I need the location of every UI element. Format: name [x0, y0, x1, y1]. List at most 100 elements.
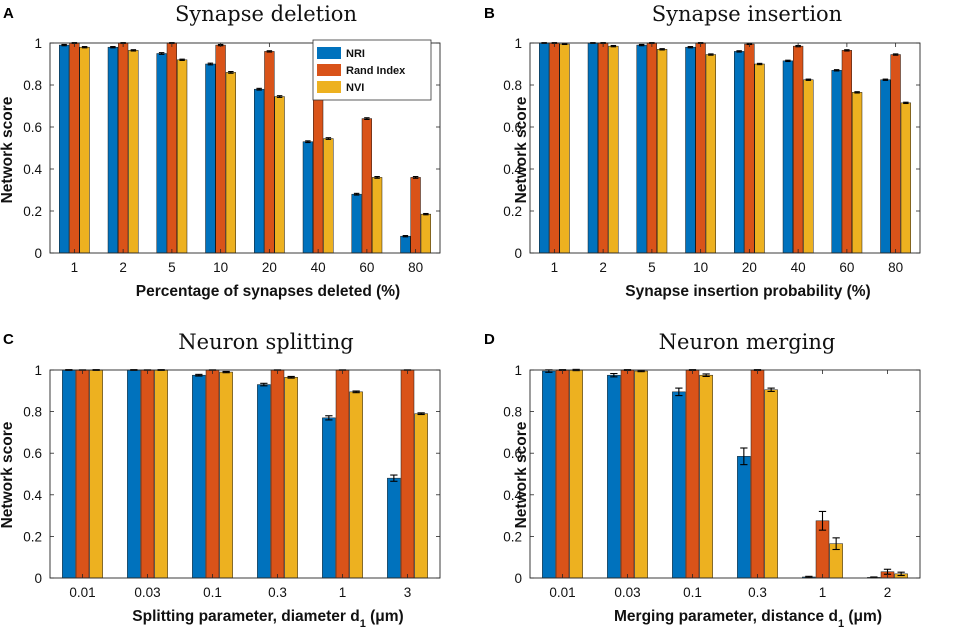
bar-nvi-3	[414, 413, 428, 579]
error-bar-nri-1	[61, 43, 67, 47]
error-bar-rand-index-60	[364, 117, 370, 120]
bar-nvi-20	[274, 96, 285, 254]
plot-frame	[49, 42, 441, 254]
error-bar-nvi-1	[352, 390, 360, 394]
bar-rand-index-20	[744, 43, 755, 254]
x-tick-label: 20	[742, 260, 757, 275]
bar-nvi-0-01	[569, 369, 583, 579]
y-tick-label: 0.6	[503, 120, 522, 135]
x-tick-label: 40	[311, 260, 326, 275]
y-tick-label: 0	[514, 246, 522, 261]
bar-nri-1	[539, 42, 550, 254]
bar-nri-1	[322, 417, 336, 579]
error-bar-nri-10	[207, 62, 214, 66]
bar-nri-60	[351, 193, 362, 254]
x-tick-label: 2	[119, 260, 127, 275]
x-tick-label: 0.1	[203, 585, 222, 600]
y-tick-label: 0.4	[23, 162, 42, 177]
y-tick-label: 0.4	[503, 488, 522, 503]
error-bar-nvi-20	[756, 62, 763, 66]
error-bar-nvi-60	[854, 91, 860, 94]
bar-rand-index-1	[69, 42, 80, 254]
x-tick-label: 60	[839, 260, 854, 275]
bar-nri-1	[59, 44, 70, 254]
legend-swatch-rand-index	[317, 64, 341, 76]
error-bar-nri-3	[390, 474, 398, 482]
bar-nri-0-1	[672, 391, 686, 579]
bar-rand-index-80	[890, 54, 901, 254]
bar-nvi-5	[656, 49, 668, 254]
bar-rand-index-0-03	[620, 369, 635, 579]
bar-nri-80	[400, 235, 411, 254]
bar-nri-5	[636, 44, 647, 254]
x-axis-label-subscript: 1	[360, 618, 366, 630]
error-bar-nri-2	[110, 46, 116, 49]
bar-nvi-20	[754, 63, 765, 254]
bar-rand-index-0-3	[270, 369, 285, 579]
bar-nri-0-01	[62, 369, 76, 579]
chart-title: Neuron merging	[659, 330, 836, 354]
error-bar-nvi-1	[561, 43, 568, 46]
chart-title: Synapse insertion	[652, 2, 842, 26]
bar-rand-index-0-1	[205, 369, 220, 579]
x-tick-label: 60	[359, 260, 374, 275]
x-tick-label: 0.03	[614, 585, 640, 600]
y-tick-label: 0.6	[23, 120, 42, 135]
bar-nri-0-3	[737, 456, 751, 579]
panel-label-a: A	[3, 5, 14, 22]
bar-nri-10	[205, 63, 216, 254]
bar-rand-index-2	[598, 42, 609, 254]
bar-rand-index-5	[646, 42, 657, 254]
error-bar-rand-index-60	[844, 49, 850, 52]
plot-frame	[529, 42, 921, 254]
error-bar-nri-20	[256, 87, 262, 91]
bar-nvi-10	[225, 72, 236, 254]
x-axis-label-unit: (μm)	[366, 608, 404, 625]
error-bar-nvi-40	[805, 78, 812, 81]
x-tick-label: 1	[819, 585, 827, 600]
bar-rand-index-0-03	[140, 369, 155, 579]
bar-nri-80	[880, 79, 891, 254]
bar-rand-index-1	[335, 369, 350, 579]
x-tick-label: 1	[71, 260, 79, 275]
legend-swatch-nvi	[317, 81, 341, 93]
error-bar-nvi-0-3	[767, 387, 775, 392]
y-tick-label: 1	[34, 36, 42, 51]
bar-rand-index-10	[215, 44, 226, 254]
bar-nri-20	[254, 88, 265, 254]
bar-nri-3	[387, 477, 401, 579]
bar-nvi-2	[128, 50, 139, 254]
y-axis-label: Network score	[513, 421, 530, 528]
x-tick-label: 0.01	[549, 585, 575, 600]
x-tick-label: 0.03	[134, 585, 160, 600]
x-tick-label: 1	[339, 585, 347, 600]
x-tick-label: 5	[168, 260, 176, 275]
chart-title: Neuron splitting	[178, 330, 353, 354]
error-bar-nri-60	[353, 192, 360, 196]
error-bar-rand-index-1	[818, 510, 827, 531]
panel-label-d: D	[484, 331, 495, 348]
bar-nri-60	[831, 70, 842, 254]
bar-nri-0-01	[542, 370, 556, 579]
bar-nvi-40	[803, 79, 814, 254]
bar-rand-index-0-3	[750, 369, 765, 579]
error-bar-nvi-2	[897, 571, 905, 577]
bar-nri-20	[734, 51, 745, 254]
y-tick-label: 0.4	[503, 162, 522, 177]
error-bar-nri-0-3	[740, 447, 748, 466]
error-bar-nvi-0-1	[702, 373, 710, 377]
bar-nvi-1	[349, 391, 363, 579]
error-bar-nvi-1	[81, 46, 88, 49]
x-tick-label: 20	[262, 260, 277, 275]
legend: NRI Rand Index NVI	[312, 39, 432, 101]
error-bar-nri-40	[305, 140, 311, 144]
x-axis-label-subscript: 1	[838, 618, 844, 630]
x-axis-label-main: Splitting parameter, diameter d	[132, 608, 359, 625]
bar-nvi-2	[608, 45, 619, 254]
y-tick-label: 0	[34, 246, 42, 261]
error-bar-nri-80	[882, 78, 889, 81]
x-tick-label: 80	[408, 260, 423, 275]
y-tick-label: 0.8	[503, 78, 522, 93]
x-axis-label: Synapse insertion probability (%)	[625, 283, 870, 300]
bar-rand-index-3	[400, 369, 415, 579]
